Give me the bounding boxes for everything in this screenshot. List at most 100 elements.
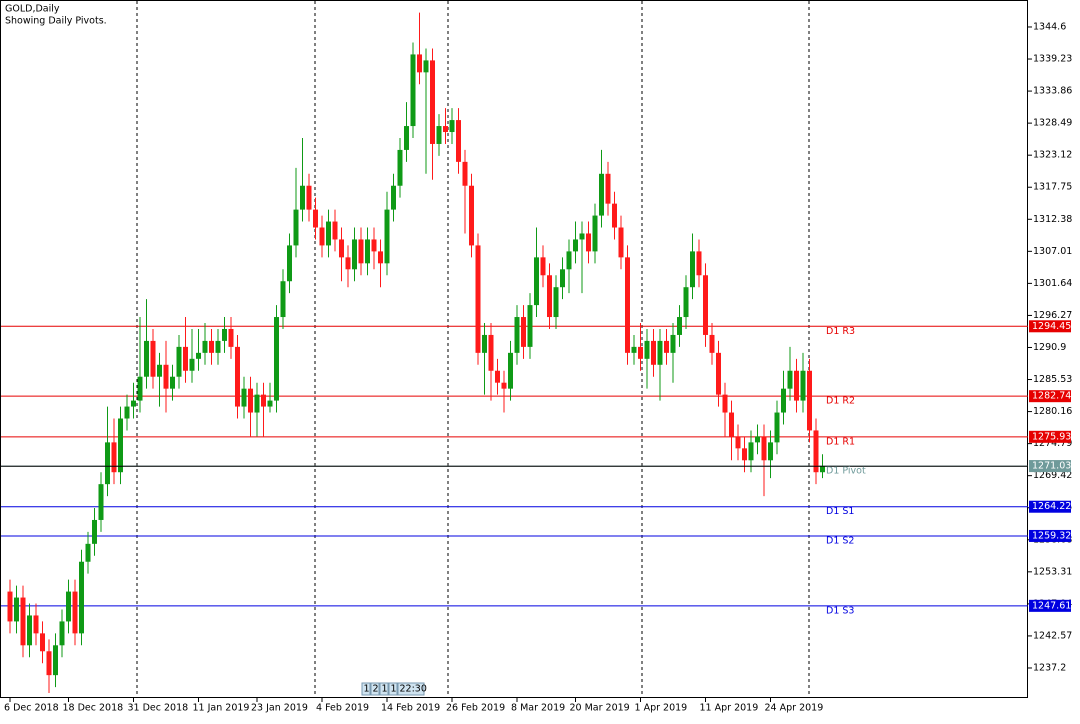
candle-body <box>27 615 32 646</box>
candle-body <box>228 328 234 347</box>
x-tick-label: 24 Apr 2019 <box>765 703 824 714</box>
timer-text: 1 <box>391 684 397 695</box>
y-tick-label: 1242.57 <box>1033 630 1072 641</box>
candle-body <box>794 370 799 401</box>
candle-body <box>59 621 65 646</box>
x-tick-label: 1 Apr 2019 <box>635 703 688 714</box>
candle-body <box>183 346 188 371</box>
candle-body <box>92 519 97 544</box>
y-tick-label: 1280.16 <box>1033 406 1072 417</box>
level-name: D1 S1 <box>826 506 854 517</box>
candle-body <box>553 287 559 318</box>
timer-box <box>388 682 398 696</box>
level-price-box <box>1029 529 1071 542</box>
candle-body <box>98 484 104 520</box>
candle-body <box>820 466 825 473</box>
candle-body <box>124 406 130 419</box>
timer-box <box>397 682 425 696</box>
candle-body <box>241 388 247 407</box>
candle-body <box>443 126 448 133</box>
y-tick-label: 1296.27 <box>1033 310 1072 321</box>
candle-body <box>521 317 526 347</box>
level-price: 1282.74 <box>1032 391 1071 402</box>
candle-body <box>514 317 520 353</box>
candle-body <box>280 281 286 318</box>
level-name: D1 R3 <box>826 326 855 337</box>
timer-text: 1 <box>382 684 388 695</box>
candle-body <box>638 346 643 359</box>
candle-body <box>365 239 370 264</box>
y-tick-label: 1339.23 <box>1033 54 1072 65</box>
candle-body <box>547 275 552 318</box>
candle-body <box>267 400 273 407</box>
candle-body <box>612 203 617 228</box>
candle-body <box>813 430 819 473</box>
candle-body <box>456 120 461 162</box>
candle-body <box>462 161 468 186</box>
candle-body <box>566 251 572 270</box>
level-name: D1 S3 <box>826 605 854 616</box>
candle-body <box>105 442 110 485</box>
candle-body <box>391 185 396 210</box>
candle-body <box>573 239 578 252</box>
candle-body <box>716 352 721 395</box>
candle-body <box>235 346 240 407</box>
candle-body <box>625 257 630 353</box>
candle-body <box>501 382 507 389</box>
candle-body <box>339 239 344 258</box>
level-price: 1259.32 <box>1032 530 1071 541</box>
candle-body <box>72 591 78 634</box>
candle-body <box>560 269 565 288</box>
candle-body <box>7 591 13 622</box>
candle-body <box>586 233 591 252</box>
candle-body <box>618 227 624 258</box>
candle-body <box>248 388 253 413</box>
y-tick-label: 1317.75 <box>1033 182 1072 193</box>
candle-body <box>189 358 195 371</box>
candle-body <box>495 370 500 383</box>
candle-body <box>371 239 377 252</box>
candle-body <box>358 239 364 264</box>
x-tick-label: 11 Apr 2019 <box>700 703 759 714</box>
y-tick-label: 1344.6 <box>1033 21 1066 32</box>
chart-subtitle: Showing Daily Pivots. <box>5 16 107 27</box>
candle-body <box>605 173 611 204</box>
candle-body <box>397 149 403 186</box>
candle-body <box>215 340 221 353</box>
candle-body <box>332 221 338 240</box>
candle-body <box>696 251 702 276</box>
candle-body <box>261 394 266 407</box>
timer-text: 1 <box>364 684 370 695</box>
x-tick-label: 6 Dec 2018 <box>4 703 59 714</box>
candle-body <box>540 257 546 276</box>
level-price: 1271.03 <box>1032 461 1071 472</box>
candle-body <box>254 394 260 413</box>
candle-body <box>170 376 175 389</box>
candle-body <box>729 412 734 437</box>
candle-body <box>683 287 689 318</box>
timer-box <box>361 682 371 696</box>
timer-box <box>370 682 380 696</box>
candle-body <box>436 126 442 144</box>
candle-body <box>735 436 741 449</box>
candle-body <box>176 346 182 377</box>
candle-body <box>657 340 663 365</box>
x-tick-label: 18 Dec 2018 <box>63 703 124 714</box>
candle-body <box>644 340 650 359</box>
candle-body <box>761 436 767 461</box>
x-tick-label: 31 Dec 2018 <box>128 703 189 714</box>
y-tick-label: 1328.49 <box>1033 118 1072 129</box>
candle-body <box>592 215 598 252</box>
candle-body <box>319 227 325 246</box>
candle-body <box>410 54 416 127</box>
candle-body <box>53 645 58 676</box>
y-tick-label: 1333.86 <box>1033 86 1072 97</box>
candle-body <box>79 561 84 634</box>
candle-body <box>287 245 292 282</box>
candle-body <box>781 388 786 413</box>
candle-body <box>300 185 305 210</box>
candle-body <box>66 591 71 622</box>
level-price-box <box>1029 500 1071 513</box>
candle-body <box>326 221 331 246</box>
candle-body <box>651 340 656 365</box>
